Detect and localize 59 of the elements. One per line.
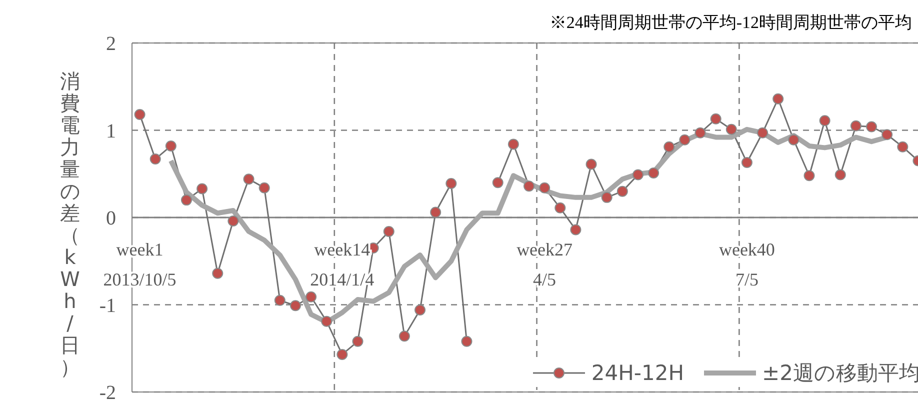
point [196,183,208,194]
point [788,134,800,146]
y-tick-label: -2 [99,382,116,401]
point [570,224,582,236]
point [648,168,660,179]
point [741,157,752,168]
point [212,268,224,279]
point [882,129,893,140]
y-tick-label: 2 [106,33,116,56]
x-tick-label: week40 7/5 [718,240,775,290]
point [492,177,504,188]
point [694,127,706,138]
y-tick-label: 1 [106,120,116,142]
point [554,202,566,214]
point [632,169,644,180]
point [866,121,878,132]
point [757,127,768,138]
point [664,141,675,152]
point [710,113,722,124]
point [834,169,846,180]
point [461,336,472,347]
point [897,141,908,152]
point [430,206,442,218]
point [134,109,146,120]
point [321,316,332,327]
point [165,140,176,152]
text: 消費電力量の差（kWh/日） [60,69,80,379]
point [383,226,394,237]
point [616,186,628,197]
point [306,291,317,302]
point [586,158,597,170]
point [679,134,690,146]
point [539,182,550,194]
point [352,336,364,347]
legend-label: 24H-12H [591,361,684,385]
text: ※24時間周期世帯の平均-12時間周期世帯の平均 [549,13,912,32]
point [180,194,192,206]
point [508,138,519,150]
x-tick-label: week27 4/5 [516,240,573,290]
point [290,300,301,312]
point [524,180,534,192]
y-tick-label: -1 [99,294,116,317]
point [819,115,830,126]
point [336,348,348,360]
point [446,178,457,189]
point [726,124,737,135]
point [274,294,286,306]
y-tick-label: 0 [106,208,116,230]
point [228,215,239,226]
point [772,93,784,104]
point [398,330,410,342]
point [150,154,161,165]
point [601,192,612,203]
point [850,120,862,132]
point [243,174,254,185]
point [258,182,270,194]
legend-label: ±2週の移動平均 [762,360,918,387]
point [804,170,815,182]
point [414,304,426,316]
